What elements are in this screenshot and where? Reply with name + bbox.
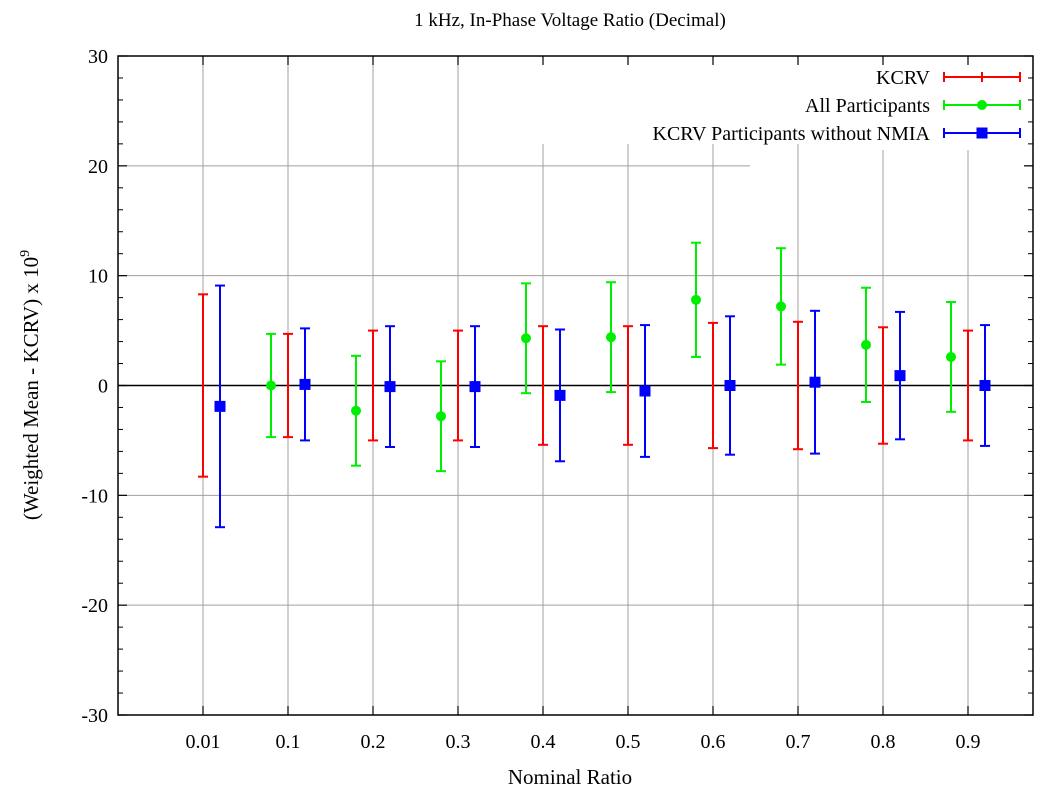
x-tick-label: 0.4: [531, 731, 556, 753]
series-1: [266, 241, 956, 473]
chart-title: 1 kHz, In-Phase Voltage Ratio (Decimal): [414, 10, 726, 31]
legend: KCRV All Participants KCRV Participants wi…: [653, 67, 1021, 145]
data-point: [384, 381, 396, 393]
data-point: [639, 385, 651, 397]
data-point: [809, 376, 821, 388]
y-tick-label: 30: [88, 46, 108, 68]
x-axis-label: Nominal Ratio: [508, 765, 632, 789]
x-tick-label: 0.2: [361, 731, 386, 753]
x-tick-label: 0.3: [446, 731, 471, 753]
data-point: [691, 294, 701, 305]
legend-label: All Participants: [805, 95, 930, 117]
legend-label: KCRV Participants without NMIA: [653, 123, 931, 145]
x-tick-label: 0.1: [276, 731, 301, 753]
data-point: [299, 378, 311, 390]
data-point: [214, 400, 226, 412]
y-tick-label: -30: [81, 705, 108, 727]
x-tick-label: 0.9: [956, 731, 981, 753]
data-point: [266, 380, 276, 391]
data-point: [776, 301, 786, 312]
data-point: [436, 411, 446, 422]
data-point: [861, 339, 871, 350]
y-axis-label-main: (Weighted Mean - KCRV) x 10: [19, 257, 43, 520]
data-point: [724, 380, 736, 391]
legend-marker: [976, 127, 988, 139]
y-axis-label-exponent: 9: [18, 250, 33, 257]
x-tick-label: 0.6: [701, 731, 726, 753]
x-tick-label: 0.7: [786, 731, 811, 753]
y-tick-label: 10: [88, 266, 108, 288]
y-tick-label: 0: [98, 376, 108, 398]
x-tick-label: 0.8: [871, 731, 896, 753]
x-tick-label: 0.5: [616, 731, 641, 753]
y-tick-label: 20: [88, 156, 108, 178]
x-axis: 0.01 0.1 0.2 0.3 0.4 0.5 0.6 0.7 0.8 0.9: [186, 56, 981, 753]
data-point: [894, 370, 906, 382]
x-tick-label: 0.01: [186, 731, 221, 753]
data-point: [979, 380, 991, 391]
y-axis-label: (Weighted Mean - KCRV) x 109: [18, 250, 43, 520]
data-point: [946, 351, 956, 362]
y-tick-label: -20: [81, 595, 108, 617]
data-point: [554, 389, 566, 401]
series-2: [214, 284, 991, 529]
y-tick-label: -10: [81, 485, 108, 507]
series-layer: [198, 241, 991, 529]
data-point: [351, 405, 361, 416]
y-axis: -30 -20 -10 0 10 20 30: [81, 46, 1033, 727]
data-point: [521, 333, 531, 344]
series-0: [198, 293, 973, 478]
legend-marker: [977, 100, 987, 110]
data-point: [606, 332, 616, 343]
data-point: [469, 381, 481, 393]
legend-label: KCRV: [876, 67, 931, 89]
